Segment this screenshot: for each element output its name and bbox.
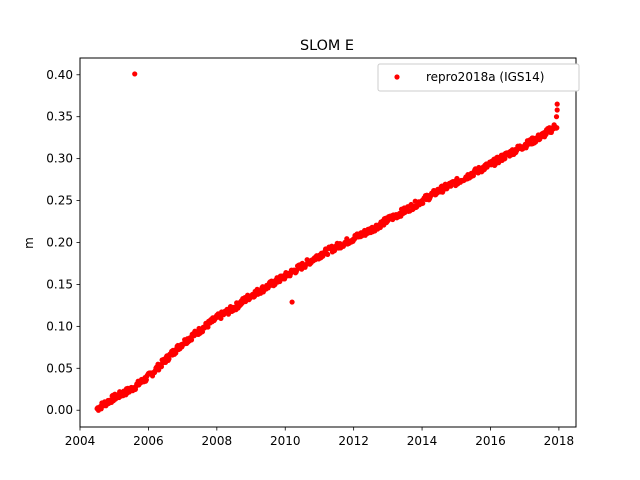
data-point bbox=[218, 315, 224, 322]
x-tick-label: 2014 bbox=[407, 434, 438, 448]
outlier-point bbox=[132, 71, 138, 77]
x-tick-label: 2006 bbox=[133, 434, 164, 448]
outlier-point bbox=[554, 107, 560, 113]
x-tick-label: 2008 bbox=[202, 434, 233, 448]
x-tick-label: 2010 bbox=[270, 434, 301, 448]
legend-marker bbox=[394, 74, 400, 80]
outlier-point bbox=[554, 101, 560, 107]
y-tick-label: 0.25 bbox=[46, 194, 73, 208]
data-point bbox=[420, 200, 426, 206]
y-tick-label: 0.05 bbox=[46, 361, 73, 375]
plot-area bbox=[79, 57, 577, 428]
x-tick-label: 2012 bbox=[338, 434, 369, 448]
y-tick-label: 0.40 bbox=[46, 68, 73, 82]
legend-frame bbox=[377, 63, 580, 92]
data-point bbox=[325, 251, 331, 257]
y-tick-label: 0.15 bbox=[46, 277, 73, 291]
data-point bbox=[188, 337, 195, 343]
x-tick-label: 2018 bbox=[544, 434, 575, 448]
outlier-point bbox=[553, 114, 560, 120]
y-tick-label: 0.35 bbox=[46, 110, 73, 124]
outlier-point bbox=[289, 299, 295, 305]
data-point bbox=[166, 356, 172, 362]
data-point bbox=[173, 350, 179, 356]
y-tick-label: 0.10 bbox=[46, 319, 73, 333]
y-axis-label: m bbox=[22, 237, 36, 249]
x-axis: 2004 2006 2008 2010 2012 2014 2016 2018 bbox=[65, 427, 574, 448]
data-point bbox=[554, 125, 560, 131]
data-point bbox=[143, 377, 149, 383]
legend: repro2018a (IGS14) bbox=[377, 63, 580, 92]
chart-title: SLOM E bbox=[300, 38, 354, 54]
y-tick-label: 0.00 bbox=[46, 403, 73, 417]
y-tick-label: 0.20 bbox=[46, 236, 73, 250]
data-point bbox=[502, 156, 508, 162]
data-point bbox=[205, 324, 211, 330]
y-tick-label: 0.30 bbox=[46, 152, 73, 166]
data-point bbox=[470, 173, 476, 179]
legend-label: repro2018a (IGS14) bbox=[426, 70, 544, 84]
y-axis: 0.00 0.05 0.10 0.15 0.20 0.25 0.30 0.35 0.40 bbox=[46, 68, 80, 417]
x-tick-label: 2004 bbox=[65, 434, 96, 448]
x-tick-label: 2016 bbox=[475, 434, 506, 448]
